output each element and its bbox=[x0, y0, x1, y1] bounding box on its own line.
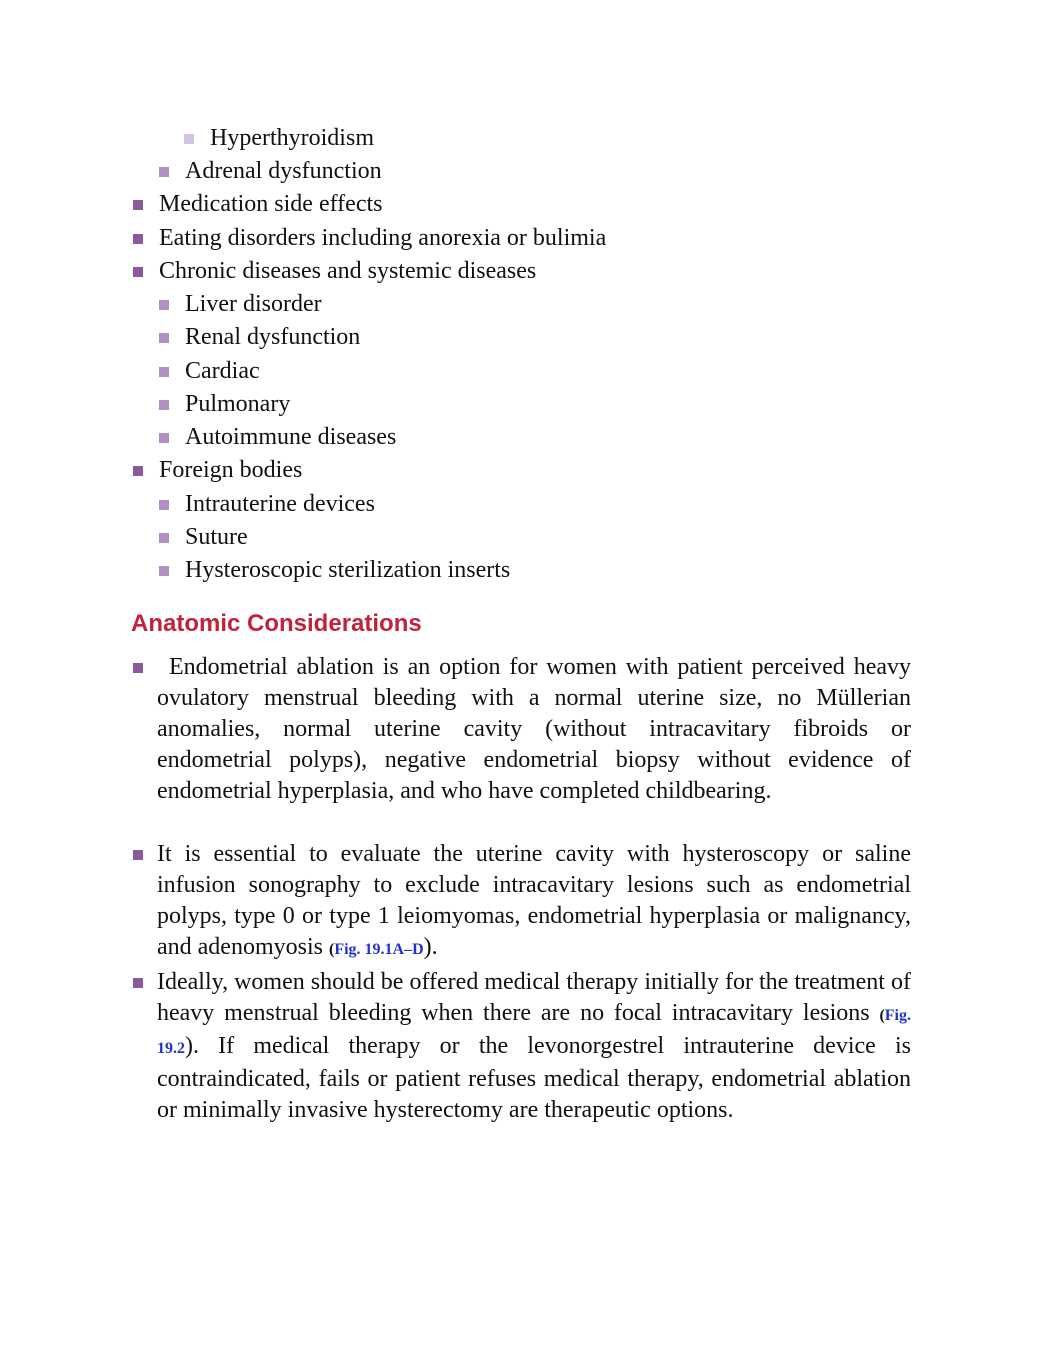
list-item: Chronic diseases and systemic diseases bbox=[132, 255, 536, 288]
ref-paren: ( bbox=[879, 1007, 885, 1024]
bullet-paragraph: It is essential to evaluate the uterine … bbox=[133, 839, 911, 965]
section-heading: Anatomic Considerations bbox=[131, 610, 422, 637]
list-item: Renal dysfunction bbox=[158, 321, 360, 354]
list-item: Hysteroscopic sterilization inserts bbox=[158, 554, 510, 587]
list-item: Intrauterine devices bbox=[159, 488, 375, 521]
list-item: Pulmonary bbox=[158, 388, 290, 421]
list-item: Adrenal dysfunction bbox=[159, 155, 382, 188]
figure-link[interactable]: Fig. 19.1A–D bbox=[334, 941, 424, 958]
text: Endometrial ablation is an option for wo… bbox=[157, 654, 911, 804]
text: It is essential to evaluate the uterine … bbox=[157, 841, 911, 960]
text: Ideally, women should be offered medical… bbox=[157, 969, 911, 1026]
list-item: Liver disorder bbox=[159, 288, 322, 321]
list-item: Medication side effects bbox=[132, 188, 382, 221]
list-item: Hyperthyroidism bbox=[184, 122, 374, 155]
list-item: Cardiac bbox=[159, 355, 260, 388]
figure-link[interactable]: Fig. 19.2 bbox=[157, 1007, 911, 1057]
bullet-paragraph: Ideally, women should be offered medical… bbox=[133, 967, 911, 1126]
text: ). If medical therapy or the levonorgest… bbox=[157, 1033, 911, 1123]
bullet-paragraph: Endometrial ablation is an option for wo… bbox=[133, 652, 911, 807]
ref-paren: ( bbox=[328, 941, 335, 958]
list-item: Suture bbox=[159, 521, 248, 554]
text: ). bbox=[423, 934, 438, 960]
list-item: Autoimmune diseases bbox=[158, 421, 396, 454]
list-item: Eating disorders including anorexia or b… bbox=[132, 222, 606, 255]
list-item: Foreign bodies bbox=[132, 454, 302, 487]
